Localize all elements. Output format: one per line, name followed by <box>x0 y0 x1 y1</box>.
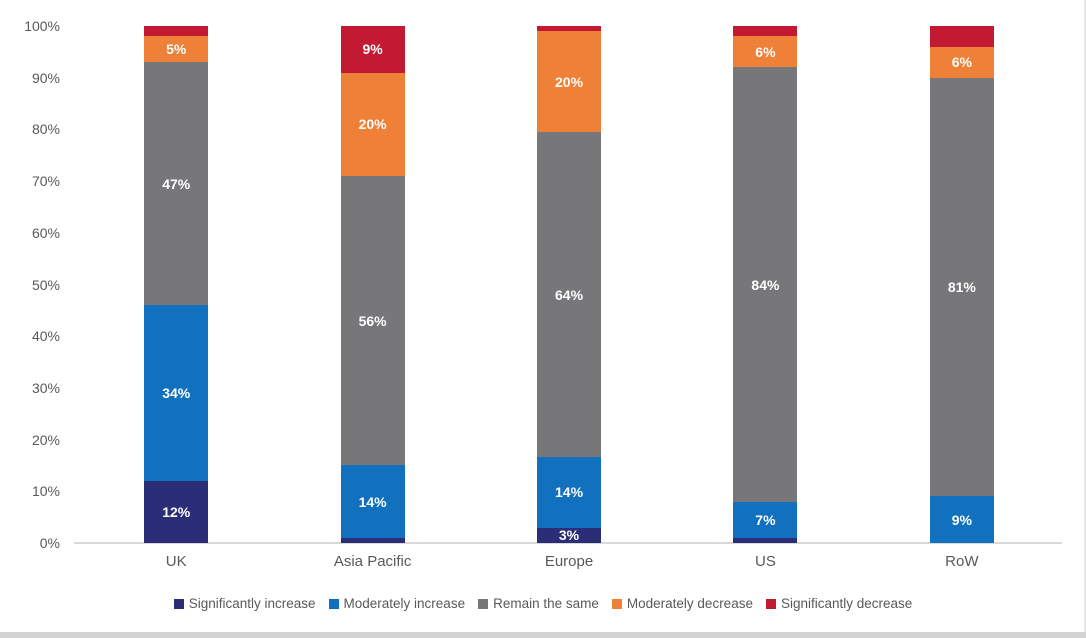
bar-segment: 20% <box>537 31 602 133</box>
bar-segment: 34% <box>144 305 209 481</box>
data-label: 9% <box>362 41 383 58</box>
stacked-bar: 14% 56% 20% 9% <box>340 26 405 543</box>
data-label: 7% <box>755 511 776 528</box>
y-tick-label: 90% <box>31 69 60 86</box>
bar-segment: 20% <box>340 72 405 176</box>
legend-swatch-icon <box>328 598 339 609</box>
bar-segment: 9% <box>929 496 994 543</box>
y-tick-label: 80% <box>31 121 60 138</box>
bar-segment <box>537 26 602 32</box>
legend-item: Significantly decrease <box>765 596 913 611</box>
bars-container: 12% 34% 47% 5% 14% 56% 20% 9% 3% 14% 64% 20% 7% 84% 6%… <box>78 26 1060 543</box>
data-label: 3% <box>558 527 580 544</box>
stacked-bar: 9% 81% 6% <box>929 26 994 543</box>
legend-item: Moderately decrease <box>611 596 753 611</box>
legend-swatch-icon <box>173 598 184 609</box>
bar-segment: 5% <box>144 36 209 63</box>
legend-item: Moderately increase <box>328 596 466 611</box>
data-label: 56% <box>358 312 387 329</box>
bar-segment: 14% <box>340 465 405 538</box>
bar-segment: 84% <box>733 67 798 502</box>
bar-segment: 3% <box>537 527 602 544</box>
bar-segment: 6% <box>929 46 994 78</box>
legend-label: Moderately decrease <box>626 596 753 611</box>
y-tick-label: 70% <box>31 173 60 190</box>
data-label: 20% <box>555 73 584 90</box>
category-label: Europe <box>544 553 594 570</box>
bar-slot-row: 9% 81% 6% <box>864 26 1060 543</box>
y-tick-label: 40% <box>31 328 60 345</box>
bar-segment <box>340 537 405 543</box>
stacked-bar: 7% 84% 6% <box>733 26 798 543</box>
data-label: 12% <box>162 503 191 520</box>
category-label: RoW <box>945 553 979 570</box>
bar-segment: 6% <box>733 36 798 68</box>
data-label: 6% <box>755 43 776 60</box>
y-tick-label: 100% <box>24 18 60 34</box>
data-label: 84% <box>751 276 780 293</box>
x-axis-line <box>74 542 1062 544</box>
category-label: UK <box>165 553 187 570</box>
bar-slot-us: 7% 84% 6% <box>667 26 863 543</box>
data-label: 20% <box>358 116 387 133</box>
data-label: 14% <box>555 484 584 501</box>
stacked-bar: 3% 14% 64% 20% <box>537 26 602 544</box>
data-label: 47% <box>162 175 191 192</box>
bar-slot-uk: 12% 34% 47% 5% <box>78 26 274 543</box>
data-label: 81% <box>947 279 976 296</box>
screenshot-bottom-edge <box>0 632 1086 638</box>
data-label: 5% <box>166 41 187 58</box>
y-tick-label: 60% <box>31 224 60 241</box>
y-tick-label: 50% <box>31 276 60 293</box>
legend-label: Moderately increase <box>343 596 466 611</box>
legend-item: Significantly increase <box>173 596 316 611</box>
legend-label: Significantly decrease <box>780 596 913 611</box>
bar-slot-asia-pacific: 14% 56% 20% 9% <box>274 26 470 543</box>
screenshot-right-edge <box>1084 0 1086 638</box>
category-label: US <box>755 553 776 570</box>
plot-area: 12% 34% 47% 5% 14% 56% 20% 9% 3% 14% 64% 20% 7% 84% 6%… <box>78 26 1060 543</box>
bar-segment: 56% <box>340 175 405 466</box>
legend: Significantly increase Moderately increas… <box>0 596 1086 611</box>
y-tick-label: 10% <box>31 483 60 500</box>
legend-label: Remain the same <box>493 596 599 611</box>
data-label: 64% <box>555 286 584 303</box>
bar-segment: 9% <box>340 26 405 73</box>
y-tick-label: 30% <box>31 379 60 396</box>
legend-swatch-icon <box>765 598 776 609</box>
legend-label: Significantly increase <box>188 596 316 611</box>
bar-segment: 7% <box>733 501 798 538</box>
data-label: 9% <box>951 511 972 528</box>
bar-segment <box>929 26 994 47</box>
bar-segment: 64% <box>537 132 602 457</box>
bar-segment <box>144 26 209 37</box>
category-label: Asia Pacific <box>333 553 412 570</box>
bar-segment: 81% <box>929 77 994 497</box>
bar-segment: 14% <box>537 456 602 528</box>
y-tick-label: 0% <box>39 535 60 551</box>
bar-slot-europe: 3% 14% 64% 20% <box>471 26 667 543</box>
legend-item: Remain the same <box>478 596 599 611</box>
x-axis-labels: UK Asia Pacific Europe US RoW <box>78 553 1060 570</box>
bar-segment: 47% <box>144 62 209 306</box>
stacked-bar: 12% 34% 47% 5% <box>144 26 209 543</box>
y-tick-label: 20% <box>31 431 60 448</box>
data-label: 14% <box>358 493 387 510</box>
legend-swatch-icon <box>478 598 489 609</box>
bar-segment: 12% <box>144 480 209 543</box>
legend-swatch-icon <box>611 598 622 609</box>
bar-segment <box>733 537 798 543</box>
data-label: 6% <box>951 54 972 71</box>
y-axis: 0% 10% 20% 30% 40% 50% 60% 70% 80% 90% 100% <box>0 18 60 551</box>
data-label: 34% <box>162 385 191 402</box>
bar-segment <box>733 26 798 37</box>
